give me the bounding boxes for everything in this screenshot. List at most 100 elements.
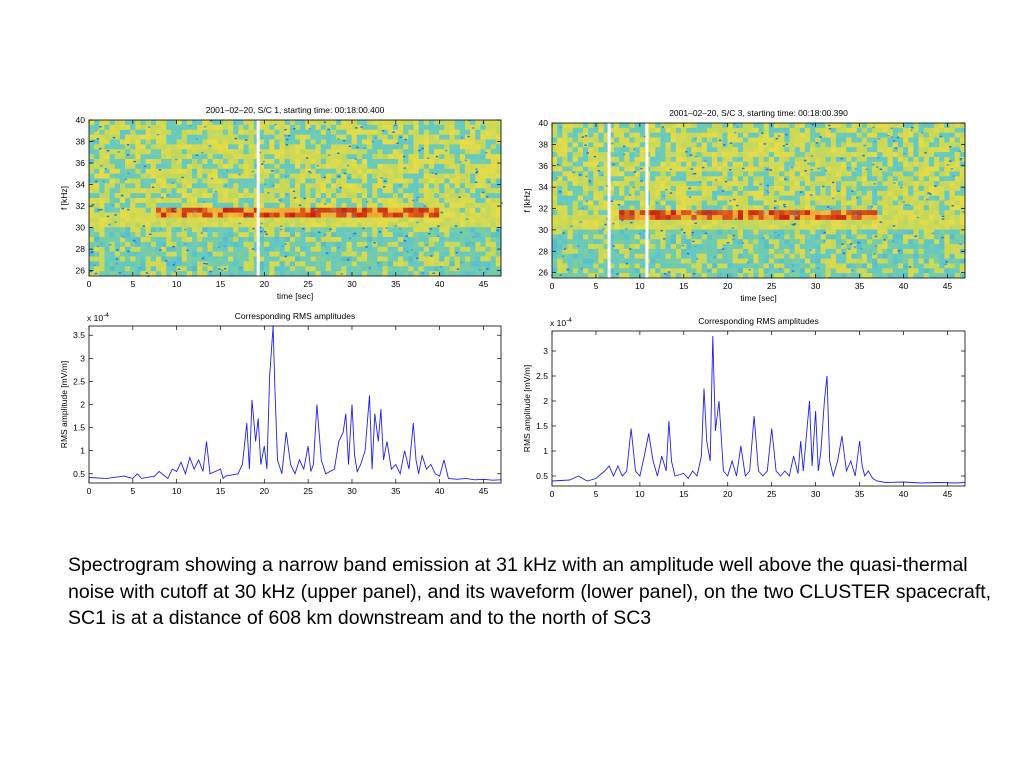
spectrogram-cell	[882, 127, 888, 133]
spectrogram-cell	[341, 237, 347, 243]
spectrogram-cell	[130, 178, 136, 184]
spectrogram-cell	[217, 168, 224, 174]
spectrogram-cell	[145, 173, 152, 179]
spectrogram-cell	[119, 124, 126, 131]
spectrogram-cell	[903, 171, 909, 177]
spectrogram-cell	[944, 132, 950, 138]
spectrogram-cell	[444, 266, 450, 272]
spectrogram-cell	[325, 139, 332, 145]
spectrogram-cell	[660, 181, 666, 187]
spectrogram-cell	[820, 176, 826, 182]
spectrogram-cell	[382, 198, 388, 204]
spectrogram-cell	[351, 222, 358, 228]
spectrogram-cell	[192, 261, 198, 267]
spectrogram-cell	[841, 234, 847, 240]
spectrogram-cell	[130, 144, 136, 150]
spectrogram-cell	[325, 163, 332, 170]
spectrogram-cell	[243, 222, 249, 228]
spectrogram-speckle	[454, 225, 458, 227]
spectrogram-cell	[181, 154, 188, 160]
spectrogram-cell	[830, 132, 837, 138]
spectrogram-speckle	[271, 170, 274, 172]
spectrogram-cell	[944, 185, 950, 192]
spectrogram-cell	[717, 205, 723, 211]
spectrogram-cell	[274, 251, 280, 257]
spectrogram-speckle	[316, 164, 320, 167]
spectrogram-cell	[872, 229, 878, 235]
spectrogram-cell	[428, 207, 435, 213]
spectrogram-cell	[320, 266, 327, 272]
spectrogram-cell	[475, 266, 481, 272]
spectrogram-cell	[243, 232, 249, 238]
spectrogram-cell	[866, 200, 873, 206]
spectrogram-cell	[264, 178, 270, 184]
spectrogram-cell	[851, 205, 857, 211]
spectrogram-cell	[243, 266, 249, 272]
spectrogram-speckle	[353, 232, 357, 235]
spectrogram-cell	[577, 132, 584, 138]
spectrogram-cell	[670, 171, 677, 177]
spectrogram-cell	[279, 163, 285, 170]
spectrogram-cell	[310, 241, 316, 248]
spectrogram-cell	[758, 229, 764, 235]
spectrogram-cell	[768, 234, 775, 240]
spectrogram-cell	[125, 212, 131, 218]
spectrogram-cell	[830, 190, 837, 196]
spectrogram-cell	[861, 137, 868, 143]
spectrogram-cell	[238, 120, 244, 126]
spectrogram-cell	[253, 202, 260, 209]
spectrogram-cell	[310, 261, 316, 267]
spectrogram-cell	[150, 217, 157, 223]
spectrogram-cell	[315, 266, 322, 272]
spectrogram-cell	[799, 127, 806, 133]
spectrogram-cell	[207, 183, 213, 189]
spectrogram-cell	[748, 224, 754, 230]
spectrogram-cell	[320, 168, 327, 174]
spectrogram-cell	[758, 239, 764, 245]
spectrogram-cell	[934, 123, 940, 129]
spectrogram-speckle	[337, 152, 340, 154]
spectrogram-cell	[444, 232, 450, 238]
spectrogram-cell	[619, 215, 625, 221]
spectrogram-cell	[418, 178, 425, 184]
spectrogram-cell	[861, 185, 868, 192]
spectrogram-cell	[351, 149, 358, 155]
spectrogram-cell	[650, 166, 656, 172]
spectrogram-cell	[753, 161, 759, 167]
spectrogram-cell	[454, 163, 461, 170]
spectrogram-cell	[377, 232, 383, 238]
spectrogram-cell	[923, 234, 930, 240]
spectrogram-cell	[274, 168, 280, 174]
spectrogram-cell	[939, 147, 945, 153]
spectrogram-cell	[903, 161, 909, 167]
spectrogram-cell	[228, 159, 234, 165]
spectrogram-cell	[89, 212, 95, 218]
spectrogram-cell	[928, 185, 935, 192]
spectrogram-speckle	[348, 145, 352, 148]
spectrogram-cell	[582, 156, 589, 163]
spectrogram-cell	[150, 222, 157, 228]
spectrogram-cell	[197, 193, 203, 199]
spectrogram-cell	[439, 134, 445, 140]
spectrogram-cell	[94, 256, 100, 262]
spectrogram-cell	[743, 239, 749, 245]
spectrogram-cell	[490, 222, 497, 228]
spectrogram-cell	[722, 219, 728, 226]
spectrogram-cell	[727, 239, 733, 245]
spectrogram-cell	[104, 193, 110, 199]
spectrogram-cell	[392, 183, 399, 189]
spectrogram-cell	[125, 168, 131, 174]
spectrogram-cell	[706, 239, 713, 245]
spectrogram-cell	[243, 173, 249, 179]
spectrogram-cell	[758, 219, 764, 226]
spectrogram-cell	[109, 173, 116, 179]
spectrogram-cell	[572, 147, 579, 153]
spectrogram-cell	[485, 134, 491, 140]
spectrogram-speckle	[487, 181, 491, 183]
spectrogram-cell	[732, 142, 739, 148]
spectrogram-cell	[779, 210, 785, 216]
spectrogram-cell	[799, 142, 806, 148]
spectrogram-cell	[954, 219, 961, 226]
spectrogram-cell	[459, 261, 466, 267]
spectrogram-cell	[258, 198, 265, 204]
